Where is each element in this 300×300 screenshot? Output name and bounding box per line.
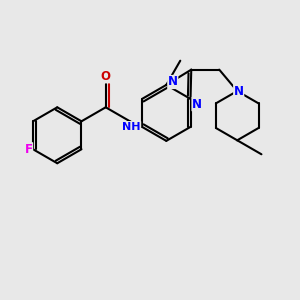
Text: NH: NH — [122, 122, 141, 132]
Text: N: N — [192, 98, 202, 111]
Text: N: N — [234, 85, 244, 98]
Text: N: N — [168, 76, 178, 88]
Text: O: O — [101, 70, 111, 83]
Text: F: F — [25, 143, 33, 156]
